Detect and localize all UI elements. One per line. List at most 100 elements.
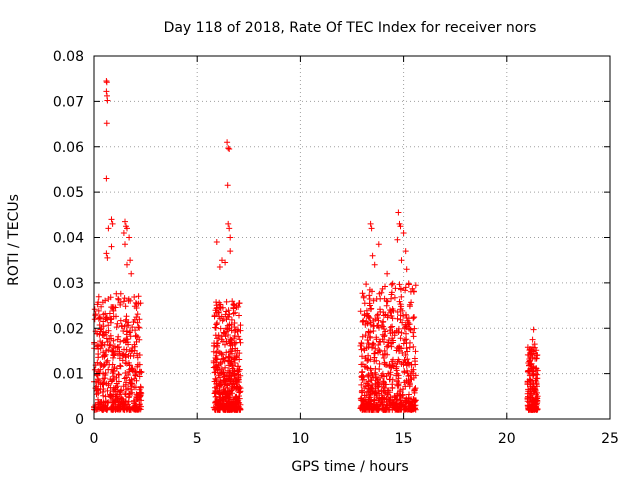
data-point [372,369,378,376]
data-point [236,389,243,396]
data-point [403,399,410,406]
data-point [384,270,391,277]
data-point [389,381,396,388]
data-point [230,362,236,368]
data-point [376,366,383,373]
data-point [404,367,410,374]
data-point [363,318,370,325]
data-point [372,402,379,409]
data-point [382,283,388,290]
data-point [216,264,223,270]
data-point [225,367,232,374]
data-point [388,364,395,371]
data-point [116,371,122,378]
data-point [364,389,371,396]
data-point [411,314,418,321]
data-point [96,406,102,412]
data-point [379,319,386,326]
y-tick-label: 0.08 [53,49,84,65]
data-point [217,378,224,385]
data-point [412,405,418,412]
y-tick-label: 0.07 [53,94,84,110]
data-point [211,390,218,397]
data-point [364,372,371,379]
data-point [102,310,109,317]
data-point [397,335,404,342]
data-point [233,326,239,333]
data-point [224,182,231,189]
data-point [212,332,219,339]
data-point [373,391,380,398]
data-point [389,399,396,406]
data-point [364,401,371,408]
data-point [236,366,243,373]
data-point [402,352,409,358]
data-point [388,281,395,288]
data-point [360,293,367,300]
data-point [375,387,382,394]
data-point [127,406,133,413]
data-point [369,288,375,295]
data-point [403,266,410,273]
data-point [117,403,124,410]
data-point [402,284,409,291]
data-point [408,376,415,383]
data-point [129,324,136,331]
data-point [225,220,232,227]
data-point [123,339,129,346]
data-point [105,382,112,389]
data-point [388,289,395,296]
data-point [101,375,108,382]
data-point [401,379,408,386]
data-point [212,363,219,370]
data-point [136,316,143,323]
data-point [394,236,401,243]
data-point [363,345,370,351]
data-point [524,396,531,403]
data-point [218,369,225,376]
data-point [403,330,409,337]
data-point [136,386,143,393]
y-axis-label: ROTI / TECUs [6,194,22,286]
data-point [100,392,107,399]
data-point [532,397,539,404]
data-point [404,406,411,413]
data-point [531,341,538,348]
data-point [236,393,242,399]
data-point [236,384,243,390]
data-point [396,281,403,288]
data-point [131,343,138,350]
data-point [379,370,386,377]
data-point [225,357,231,364]
chart-title: Day 118 of 2018, Rate Of TEC Index for r… [164,20,537,36]
data-point [215,361,222,368]
data-point [363,364,369,370]
data-point [530,364,537,371]
data-point [225,390,232,397]
data-point [226,225,233,232]
data-point [227,336,234,343]
data-point [222,259,229,266]
data-point [109,366,115,373]
data-point [393,327,400,334]
data-point [103,315,110,321]
data-point [368,225,375,232]
data-point [377,306,383,313]
data-point [379,336,386,343]
data-point [395,209,402,216]
data-point [397,401,404,408]
x-tick-label: 20 [498,431,516,447]
data-point [109,403,116,410]
data-point [399,350,406,356]
data-point [101,352,108,359]
data-point [100,318,107,325]
data-point [384,351,391,358]
data-point [411,386,418,393]
data-point [371,396,377,403]
data-point [378,322,385,329]
data-point [108,404,115,411]
data-point [230,310,237,317]
data-point [410,333,417,340]
data-point [133,377,140,384]
data-point [125,385,131,392]
